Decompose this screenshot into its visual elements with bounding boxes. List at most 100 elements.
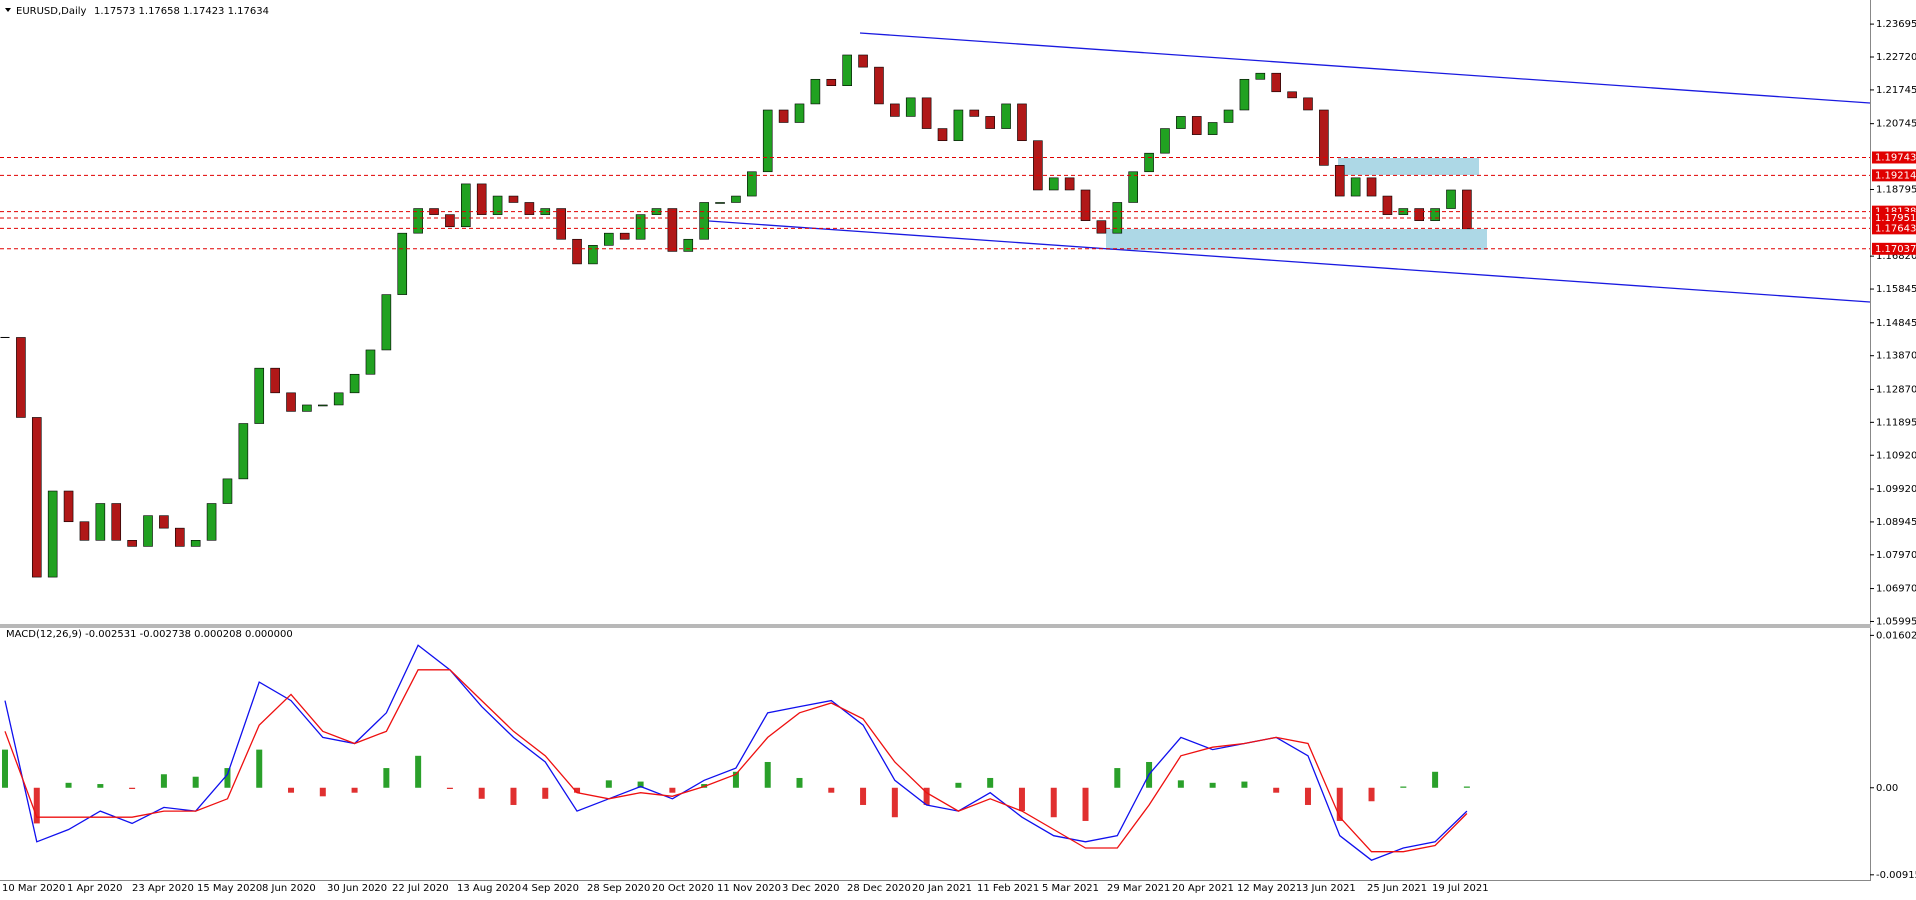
candle (1096, 220, 1107, 234)
candle (731, 195, 741, 203)
candle (302, 404, 312, 412)
histogram-bar (1304, 787, 1311, 805)
y-tick-label: 1.10920 (1876, 450, 1916, 461)
level-label: 1.17951 (1875, 213, 1916, 224)
histogram-bar (446, 787, 453, 789)
candle (1064, 177, 1075, 191)
candle (1160, 128, 1170, 154)
x-tick-label: 22 Jul 2020 (392, 883, 449, 894)
candle (588, 245, 598, 265)
y-tick-label: 1.05995 (1876, 616, 1916, 627)
x-tick-label: 15 May 2020 (197, 883, 262, 894)
histogram-bar (1177, 780, 1184, 788)
candle (1017, 103, 1027, 142)
candle (1430, 208, 1440, 221)
candle (238, 423, 249, 480)
candle (1144, 152, 1154, 173)
candle (556, 208, 566, 240)
histogram-bar (415, 755, 422, 788)
y-tick-label: 1.06970 (1876, 584, 1916, 595)
x-tick-label: 12 May 2021 (1237, 883, 1302, 894)
candle (604, 232, 614, 246)
candle (79, 521, 90, 541)
candle (667, 208, 678, 252)
candle (174, 527, 185, 547)
header-arrow (5, 8, 11, 12)
candle (111, 503, 122, 541)
histogram-bar (860, 787, 867, 805)
histogram-bar (796, 777, 803, 788)
y-tick-label: 1.22720 (1876, 52, 1916, 63)
candle (1048, 177, 1059, 191)
level-label: 1.19214 (1875, 170, 1916, 181)
candle (572, 238, 582, 265)
candle (778, 109, 789, 123)
candle (826, 78, 837, 86)
x-tick-label: 1 Apr 2020 (67, 883, 122, 894)
candle (937, 128, 948, 142)
histogram-bar (2, 749, 8, 788)
macd-line (4, 669, 1468, 853)
histogram-bar (955, 782, 962, 788)
histogram-bar (574, 787, 581, 793)
candle (1176, 116, 1186, 129)
candle (95, 503, 106, 541)
histogram-bar (764, 761, 771, 788)
candle (683, 238, 694, 252)
histogram-bar (1273, 787, 1280, 793)
histogram-bar (732, 771, 739, 788)
candle (1319, 109, 1329, 166)
candle (699, 202, 709, 240)
x-tick-label: 5 Mar 2021 (1042, 883, 1099, 894)
candle (747, 171, 757, 197)
histogram-bar (1400, 786, 1407, 788)
candle (286, 392, 296, 412)
candle (619, 232, 630, 240)
x-tick-label: 23 Apr 2020 (132, 883, 194, 894)
candle (127, 540, 137, 547)
candle (1255, 72, 1266, 80)
histogram-bar (351, 787, 358, 793)
candle (63, 490, 74, 523)
histogram-bar (510, 787, 517, 805)
candle (508, 195, 519, 203)
y-tick-label: 1.11895 (1876, 417, 1916, 428)
x-tick-label: 28 Sep 2020 (587, 883, 650, 894)
candle (1128, 171, 1138, 203)
candle (222, 478, 233, 504)
candle (1350, 177, 1361, 197)
candle (1223, 109, 1234, 123)
level-label-box (1872, 222, 1916, 235)
candle (1462, 189, 1472, 230)
histogram-bar (383, 768, 390, 788)
y-tick-label: 1.07970 (1876, 550, 1916, 561)
y-tick-label: 1.14845 (1876, 318, 1916, 329)
candle (476, 183, 487, 215)
panel-separator (0, 624, 1871, 628)
candle (254, 367, 265, 424)
histogram-bar (1241, 781, 1248, 788)
histogram-bar (1114, 768, 1121, 788)
x-tick-label: 3 Jun 2021 (1302, 883, 1356, 894)
candle (1287, 91, 1297, 99)
candle (413, 208, 423, 234)
x-tick-label: 20 Oct 2020 (652, 883, 714, 894)
candle (270, 367, 280, 394)
level-label-box (1872, 211, 1916, 224)
y-tick-label: -0.009154 (1876, 870, 1916, 881)
candle (1271, 72, 1281, 93)
candle (206, 503, 217, 541)
candle (921, 97, 932, 129)
zone-upper (1338, 158, 1479, 175)
histogram-bar (192, 776, 199, 788)
y-tick-label: 0.016024 (1876, 630, 1916, 641)
x-tick-label: 8 Jun 2020 (262, 883, 316, 894)
candle (1191, 116, 1202, 135)
candle (905, 97, 916, 117)
candle (858, 54, 868, 68)
level-label-box (1872, 169, 1916, 182)
candle (445, 214, 455, 228)
candle (317, 404, 328, 407)
